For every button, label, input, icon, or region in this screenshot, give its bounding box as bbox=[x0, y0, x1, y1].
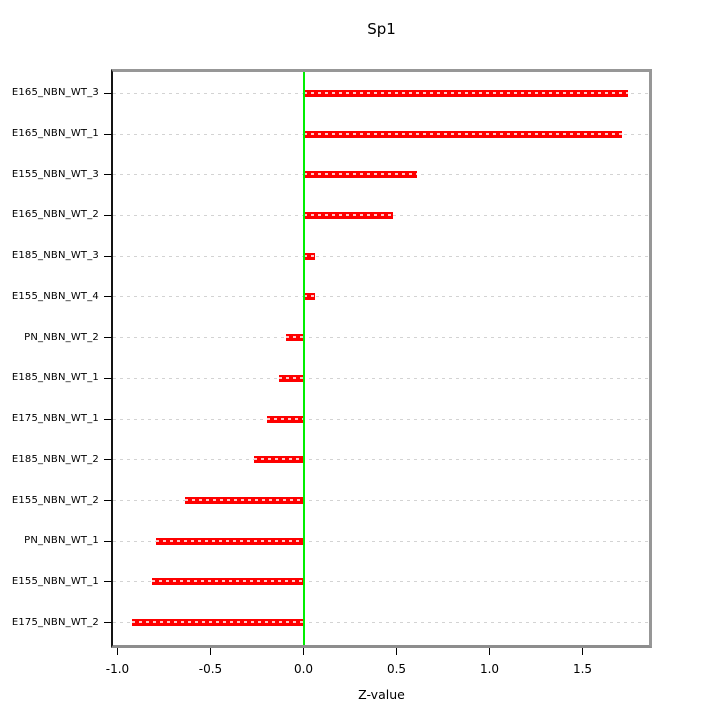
bar-E185_NBN_WT_3 bbox=[303, 252, 316, 260]
plot-area bbox=[111, 69, 652, 648]
bar-E165_NBN_WT_1 bbox=[303, 130, 623, 138]
gridline bbox=[113, 255, 649, 257]
chart-title: Sp1 bbox=[367, 20, 396, 38]
bar-dash-pattern bbox=[286, 336, 304, 339]
gridline bbox=[113, 581, 649, 583]
y-axis-label: E185_NBN_WT_1 bbox=[11, 372, 99, 384]
bar-PN_NBN_WT_1 bbox=[156, 537, 304, 545]
y-axis-label: PN_NBN_WT_2 bbox=[24, 331, 99, 343]
x-axis-tick-label: 0.5 bbox=[386, 662, 407, 676]
bar-E165_NBN_WT_3 bbox=[303, 89, 629, 97]
bar-dash-pattern bbox=[266, 417, 304, 420]
bar-dash-pattern bbox=[303, 254, 316, 257]
bar-PN_NBN_WT_2 bbox=[286, 334, 304, 342]
bar-dash-pattern bbox=[303, 173, 417, 176]
y-axis-label: E155_NBN_WT_2 bbox=[11, 494, 99, 506]
x-axis-tick bbox=[582, 648, 583, 655]
zero-reference-line bbox=[302, 72, 305, 645]
bar-E155_NBN_WT_4 bbox=[303, 293, 315, 301]
bar-E155_NBN_WT_1 bbox=[151, 578, 304, 586]
bar-dash-pattern bbox=[278, 376, 304, 379]
x-axis-title: Z-value bbox=[358, 687, 405, 702]
x-axis-tick bbox=[210, 648, 211, 655]
y-axis-label: E175_NBN_WT_1 bbox=[11, 413, 99, 425]
bar-dash-pattern bbox=[132, 621, 304, 624]
y-axis-label: E155_NBN_WT_1 bbox=[11, 575, 99, 587]
gridline bbox=[113, 296, 649, 298]
bar-dash-pattern bbox=[303, 213, 393, 216]
y-axis-label: E155_NBN_WT_4 bbox=[11, 290, 99, 302]
bar-E185_NBN_WT_2 bbox=[254, 456, 304, 464]
gridline bbox=[113, 540, 649, 542]
x-axis-tick bbox=[117, 648, 118, 655]
y-axis-label: E185_NBN_WT_2 bbox=[11, 453, 99, 465]
bar-E155_NBN_WT_3 bbox=[303, 171, 417, 179]
x-axis-tick bbox=[489, 648, 490, 655]
bar-E175_NBN_WT_1 bbox=[266, 415, 304, 423]
y-axis-label: E165_NBN_WT_1 bbox=[11, 128, 99, 140]
bar-E185_NBN_WT_1 bbox=[278, 374, 304, 382]
x-axis-tick-label: -1.0 bbox=[105, 662, 130, 676]
bar-dash-pattern bbox=[303, 91, 629, 94]
bar-dash-pattern bbox=[303, 132, 623, 135]
gridline bbox=[113, 377, 649, 379]
x-axis-tick-label: 1.0 bbox=[479, 662, 500, 676]
bar-E155_NBN_WT_2 bbox=[185, 497, 304, 504]
bar-dash-pattern bbox=[185, 499, 304, 501]
bar-E175_NBN_WT_2 bbox=[132, 619, 304, 627]
bar-E165_NBN_WT_2 bbox=[303, 211, 393, 219]
y-axis-label: E165_NBN_WT_2 bbox=[11, 209, 99, 221]
gridline bbox=[113, 500, 649, 501]
plot-inner bbox=[113, 72, 649, 645]
y-axis-label: E185_NBN_WT_3 bbox=[11, 250, 99, 262]
gridline bbox=[113, 622, 649, 624]
y-axis-label: E165_NBN_WT_3 bbox=[11, 87, 99, 99]
bar-dash-pattern bbox=[254, 458, 304, 461]
y-axis-label: PN_NBN_WT_1 bbox=[24, 535, 99, 547]
bar-dash-pattern bbox=[303, 295, 315, 298]
x-axis-tick bbox=[396, 648, 397, 655]
x-axis-tick-label: 0.0 bbox=[293, 662, 314, 676]
x-axis-tick-label: -0.5 bbox=[198, 662, 223, 676]
x-axis-tick bbox=[303, 648, 304, 655]
bar-dash-pattern bbox=[151, 580, 304, 583]
y-axis-label: E175_NBN_WT_2 bbox=[11, 616, 99, 628]
x-axis-tick-label: 1.5 bbox=[572, 662, 593, 676]
bar-dash-pattern bbox=[156, 539, 304, 542]
gridline bbox=[113, 459, 649, 461]
gridline bbox=[113, 337, 649, 339]
y-axis-label: E155_NBN_WT_3 bbox=[11, 168, 99, 180]
gridline bbox=[113, 418, 649, 420]
